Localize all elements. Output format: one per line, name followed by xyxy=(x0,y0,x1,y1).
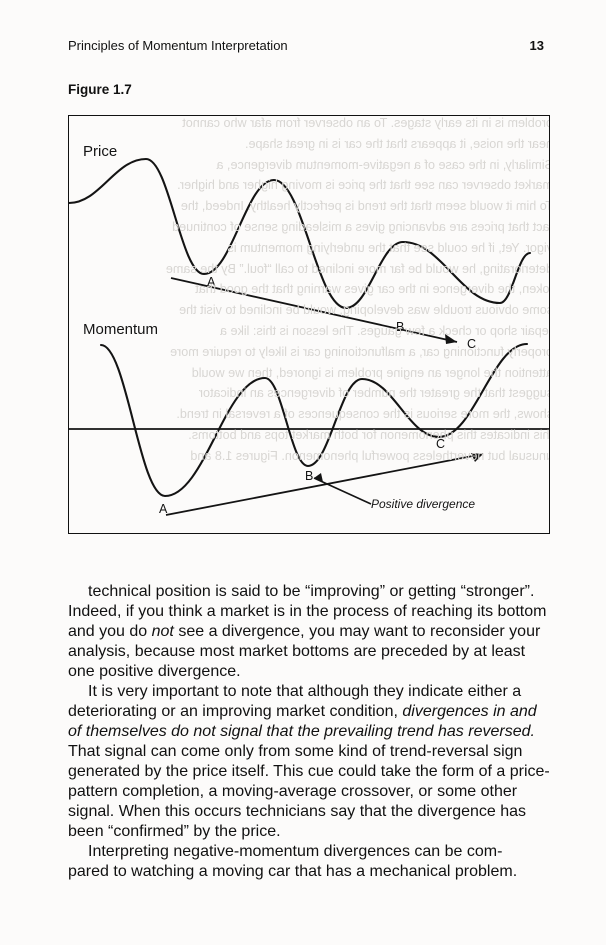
svg-text:B: B xyxy=(305,469,313,483)
svg-text:Positive divergence: Positive divergence xyxy=(371,497,475,511)
svg-text:A: A xyxy=(159,502,168,516)
